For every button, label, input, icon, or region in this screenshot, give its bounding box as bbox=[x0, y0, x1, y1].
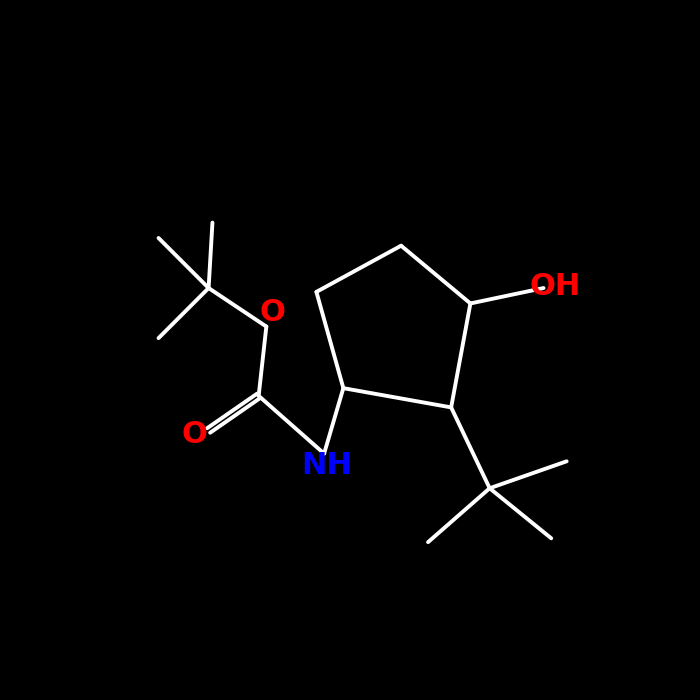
Text: NH: NH bbox=[301, 451, 352, 480]
Text: OH: OH bbox=[529, 272, 581, 301]
Text: O: O bbox=[182, 420, 208, 449]
Text: O: O bbox=[260, 298, 286, 327]
